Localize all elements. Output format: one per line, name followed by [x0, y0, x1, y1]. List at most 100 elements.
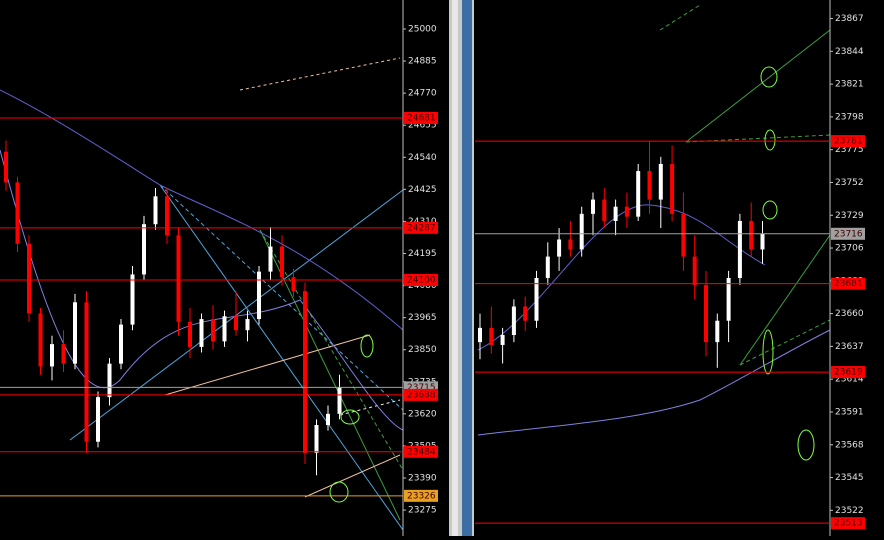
candle-body: [199, 319, 204, 347]
candle-body: [73, 302, 77, 364]
candle-body: [749, 220, 754, 250]
candle-body: [142, 224, 146, 275]
candle-body: [523, 306, 528, 321]
y-tick-label: 24080: [408, 281, 437, 291]
candle-body: [176, 235, 181, 322]
fan-line: [259, 229, 404, 471]
y-tick-label: 23568: [835, 440, 864, 450]
y-tick-label: 23660: [835, 309, 864, 319]
level-tag: [831, 135, 865, 148]
y-tick-label: 23752: [835, 178, 864, 188]
candle-body: [96, 397, 100, 442]
y-tick-label: 23390: [408, 473, 437, 483]
candle-body: [15, 182, 20, 244]
candle-body: [489, 327, 494, 345]
y-tick-label: 23821: [835, 80, 864, 90]
y-tick-label: 23798: [835, 112, 864, 122]
moving-average: [0, 149, 404, 431]
y-tick-label: 24770: [408, 89, 437, 99]
level-label: 23688: [407, 390, 436, 400]
trend-line: [339, 399, 401, 416]
candle-body: [314, 425, 319, 453]
level-label: 24681: [407, 113, 436, 123]
level-label: 23781: [834, 137, 863, 147]
y-tick-label: 23775: [835, 145, 864, 155]
y-tick-label: 23275: [408, 506, 437, 516]
candle-body: [222, 316, 227, 342]
candle-body: [602, 199, 607, 221]
level-tag: [831, 366, 865, 379]
candle-body: [257, 271, 261, 320]
y-tick-label: 24540: [408, 153, 437, 163]
level-tag: [831, 517, 865, 530]
candle-body: [280, 246, 284, 278]
fan-line: [659, 4, 701, 31]
candle-body: [726, 277, 731, 321]
drawings: [0, 4, 831, 531]
fan-line: [685, 29, 831, 143]
trend-line: [164, 334, 371, 396]
candle-body: [119, 324, 123, 364]
fan-line: [259, 229, 401, 521]
candle-body: [737, 220, 742, 278]
candle-body: [130, 274, 135, 325]
y-tick-label: 23706: [835, 244, 864, 254]
level-label: 23716: [834, 229, 863, 239]
level-tag: [404, 388, 438, 401]
moving-average: [477, 329, 831, 436]
y-tick-label: 23620: [408, 409, 437, 419]
scroll-thumb[interactable]: [462, 0, 472, 536]
candle-body: [704, 285, 708, 343]
level-tag: [831, 277, 865, 290]
candle-body: [4, 151, 8, 183]
candle-body: [579, 213, 584, 250]
y-tick-label: 25000: [408, 25, 437, 35]
level-tag: [404, 445, 438, 458]
level-label: 23681: [834, 279, 863, 289]
marker: [762, 329, 774, 375]
y-tick-label: 23965: [408, 313, 437, 323]
candle-body: [670, 163, 675, 214]
candle-body: [478, 327, 482, 343]
candle-body: [760, 233, 765, 250]
marker: [797, 429, 815, 461]
candle-body: [636, 171, 641, 217]
candle-body: [568, 239, 573, 250]
candle-body: [500, 335, 505, 345]
candle-body: [715, 320, 720, 343]
y-tick-label: 23729: [835, 211, 864, 221]
y-tick-label: 24885: [408, 57, 437, 67]
candle-body: [38, 313, 43, 367]
candle-body: [658, 163, 663, 200]
candle-body: [27, 243, 31, 314]
y-tick-label: 24655: [408, 121, 437, 131]
level-tag: [404, 489, 438, 502]
y-tick-label: 23850: [408, 345, 437, 355]
level-label: 24287: [407, 223, 436, 233]
y-tick-label: 23591: [835, 407, 864, 417]
candle-body: [681, 213, 686, 257]
level-label: 23715: [407, 383, 436, 393]
moving-average: [477, 204, 766, 351]
candle-body: [211, 319, 215, 342]
marker: [762, 200, 778, 220]
candle-body: [291, 277, 296, 292]
candle-body: [613, 206, 618, 221]
channel-line: [159, 184, 404, 411]
y-tick-label: 23844: [835, 47, 864, 57]
level-label: 23326: [407, 491, 436, 501]
y-tick-label: 23522: [835, 506, 864, 516]
level-label: 23484: [407, 447, 436, 457]
level-tag: [831, 227, 865, 240]
candle-body: [692, 256, 697, 286]
candle-body: [647, 171, 652, 200]
marker: [360, 334, 374, 358]
candle-body: [337, 387, 342, 414]
y-tick-label: 24195: [408, 249, 437, 259]
y-tick-label: 23545: [835, 473, 864, 483]
candle-body: [61, 344, 66, 364]
marker: [764, 129, 776, 151]
level-tag: [404, 111, 438, 124]
